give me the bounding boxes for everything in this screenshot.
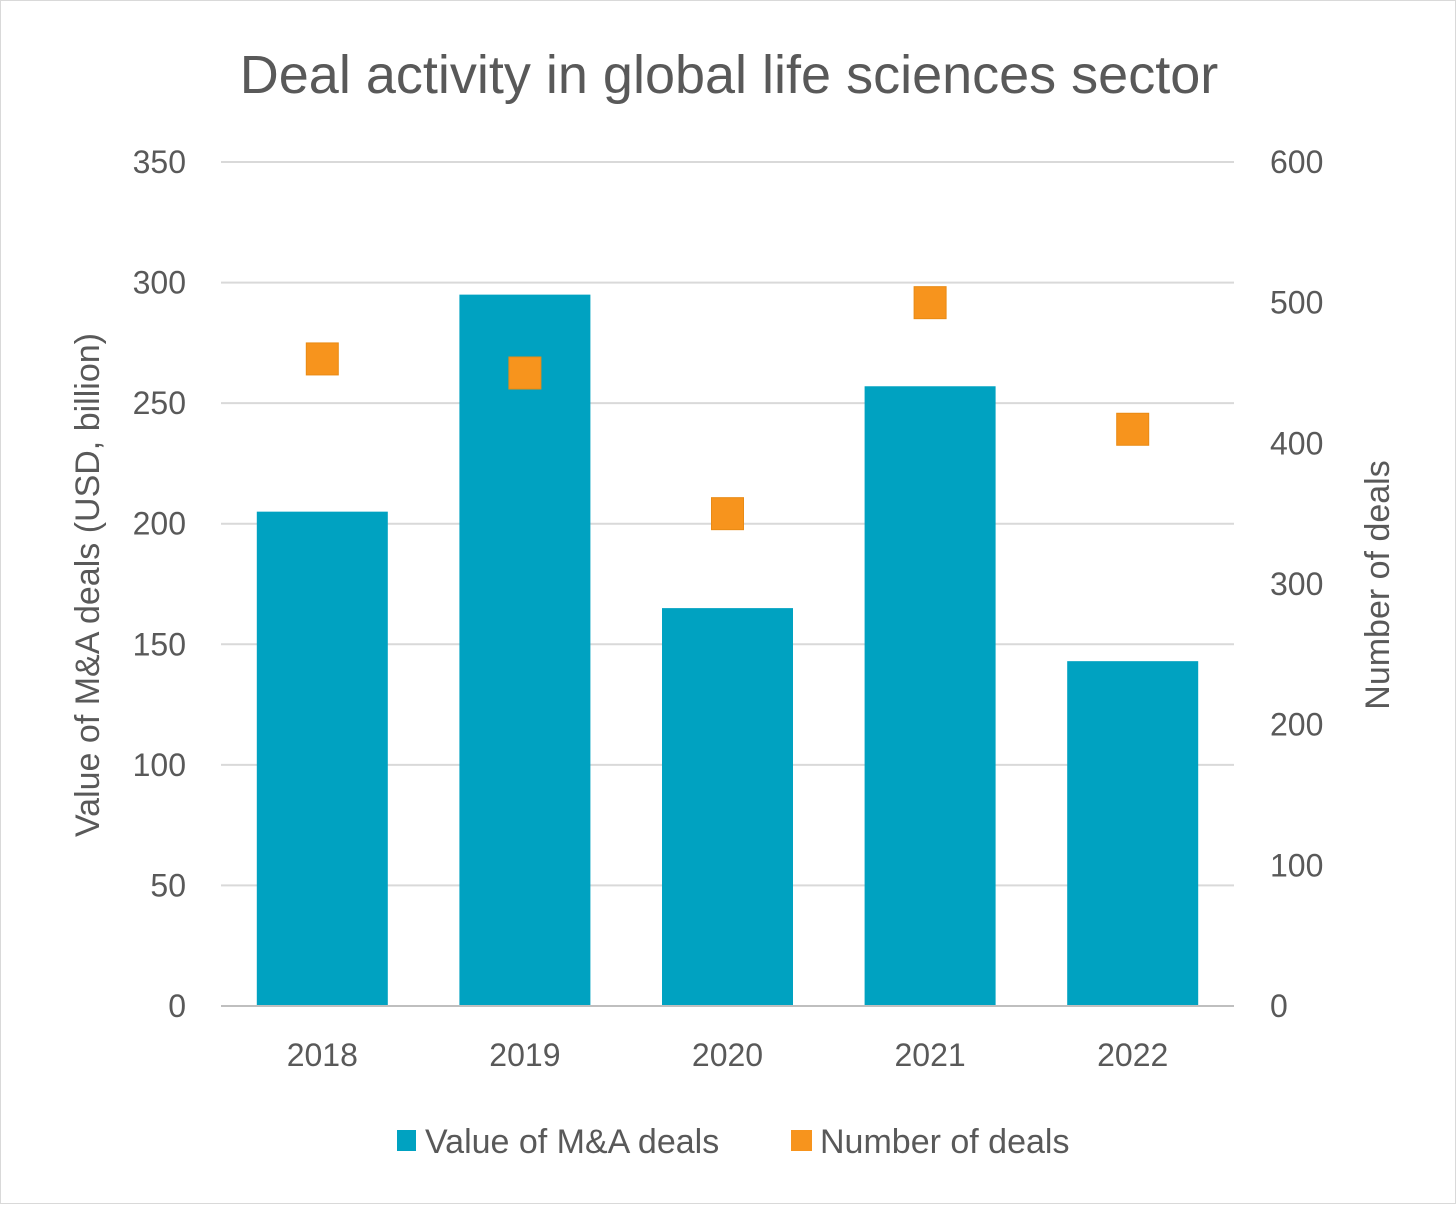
right-axis: 0 100 200 300 400 500 600 <box>1270 144 1323 1024</box>
legend-label-number: Number of deals <box>820 1123 1069 1161</box>
legend: Value of M&A deals Number of deals <box>397 1123 1069 1161</box>
bar-2021 <box>864 386 996 1006</box>
right-tick-label: 100 <box>1270 847 1323 883</box>
bar-series <box>256 294 1199 1006</box>
marker-series <box>305 286 1150 531</box>
left-tick-label: 200 <box>133 506 186 542</box>
marker-2022 <box>1116 412 1150 446</box>
x-tick-label: 2021 <box>895 1037 966 1073</box>
left-tick-label: 350 <box>133 144 186 180</box>
right-tick-label: 600 <box>1270 144 1323 180</box>
marker-2020 <box>711 497 744 531</box>
bar-2020 <box>662 608 793 1005</box>
left-tick-label: 150 <box>133 626 186 662</box>
left-tick-label: 0 <box>168 988 186 1024</box>
x-tick-label: 2018 <box>287 1037 358 1073</box>
marker-2018 <box>305 342 339 376</box>
marker-2019 <box>508 356 542 390</box>
x-tick-label: 2022 <box>1097 1037 1168 1073</box>
left-tick-label: 300 <box>133 265 186 301</box>
left-tick-label: 50 <box>150 867 186 903</box>
right-tick-label: 300 <box>1270 566 1323 602</box>
right-axis-title: Number of deals <box>1359 460 1397 709</box>
legend-swatch-number <box>791 1130 812 1151</box>
right-tick-label: 200 <box>1270 707 1323 743</box>
x-tick-label: 2019 <box>489 1037 560 1073</box>
left-tick-label: 250 <box>133 385 186 421</box>
bar-2019 <box>459 294 591 1006</box>
left-axis-title: Value of M&A deals (USD, billion) <box>69 333 107 837</box>
right-tick-label: 500 <box>1270 285 1323 321</box>
x-axis: 2018 2019 2020 2021 2022 <box>287 1037 1169 1073</box>
marker-2021 <box>913 286 947 320</box>
legend-label-value: Value of M&A deals <box>425 1123 719 1161</box>
right-tick-label: 400 <box>1270 425 1323 461</box>
bar-2022 <box>1067 661 1199 1005</box>
chart-title: Deal activity in global life sciences se… <box>240 45 1218 105</box>
right-tick-label: 0 <box>1270 988 1288 1024</box>
left-axis: 0 50 100 150 200 250 300 350 <box>133 144 186 1024</box>
left-tick-label: 100 <box>133 747 186 783</box>
x-tick-label: 2020 <box>692 1037 763 1073</box>
legend-swatch-value <box>397 1130 416 1151</box>
bar-2018 <box>256 511 388 1005</box>
